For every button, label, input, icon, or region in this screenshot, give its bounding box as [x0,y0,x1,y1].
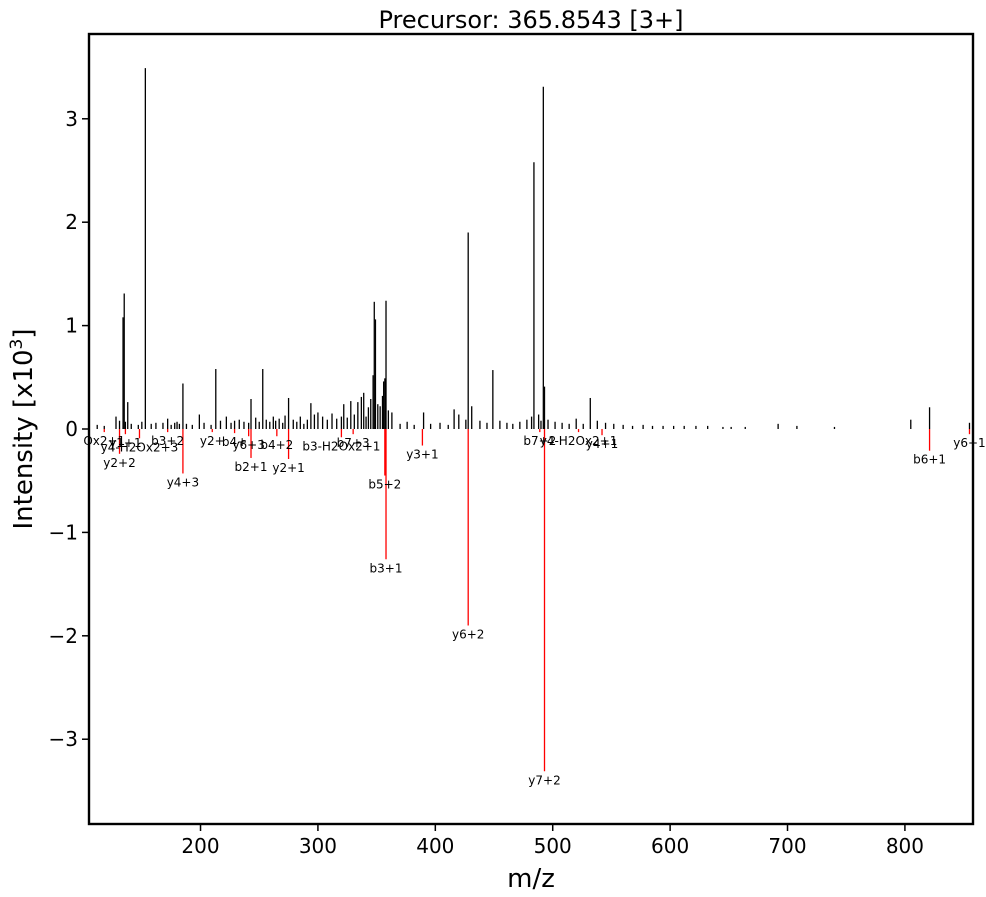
annotation-label: y4-H2Ox2+1 [540,434,618,448]
annotation-label: b3+1 [370,561,403,575]
y-axis-label-end: ] [9,328,39,338]
x-tick-label: 800 [886,834,924,858]
chart-title: Precursor: 365.8543 [3+] [378,6,683,34]
x-tick-label: 500 [534,834,572,858]
annotation-label: y2+2 [103,456,135,470]
annotation-label: b7+2 [523,434,556,448]
y-tick-label: 0 [65,417,78,441]
y-tick-label: −2 [49,624,78,648]
annotation-label: b7+3 [337,436,370,450]
x-tick-label: 700 [768,834,806,858]
y-tick-label: −3 [49,727,78,751]
x-tick-label: 200 [181,834,219,858]
annotation-label: y4-H2Ox2+3 [101,440,179,454]
plot-marks [96,68,971,772]
annotation-label: y7+2 [528,773,560,787]
annotation-label: y2+ [200,434,225,448]
annotation-label: y4+3 [167,475,199,489]
y-tick-label: 3 [65,107,78,131]
x-axis-label: m/z [507,864,555,894]
y-axis-label-main: Intensity [x10 [9,349,39,529]
x-axis-ticks: 200 300 400 500 600 700 800 [181,824,924,858]
annotation-label: y4+1 [586,437,618,451]
annotation-labels: Ox2+1y1+1y2+2y4-H2Ox2+3b3+2y4+3y2+b4+y6+… [83,434,985,787]
y-axis-label: Intensity [x103] [7,328,39,529]
annotation-label: y6+2 [452,627,484,641]
y-tick-label: −1 [49,520,78,544]
annotation-label: Ox2+1 [83,434,125,448]
annotation-label: b5+2 [368,478,401,492]
annotation-label: b4+ [222,435,247,449]
annotation-label: b2+1 [235,460,268,474]
x-tick-label: 300 [299,834,337,858]
annotation-label: y6+3 [232,438,264,452]
y-tick-label: 2 [65,210,78,234]
annotation-label: y6+1 [953,436,985,450]
annotation-label: b4+2 [260,438,293,452]
annotation-label: b3-H2Ox2+1 [302,439,380,453]
y-tick-label: 1 [65,314,78,338]
x-tick-label: 600 [651,834,689,858]
y-axis-ticks: −3 −2 −1 0 1 2 3 [49,107,89,751]
annotation-label: y3+1 [406,448,438,462]
y-axis-label-sup: 3 [7,339,27,350]
x-tick-label: 400 [416,834,454,858]
annotation-label: b3+2 [151,434,184,448]
annotation-label: b6+1 [913,453,946,467]
annotation-label: y1+1 [109,436,141,450]
annotation-label: y2+1 [272,461,304,475]
